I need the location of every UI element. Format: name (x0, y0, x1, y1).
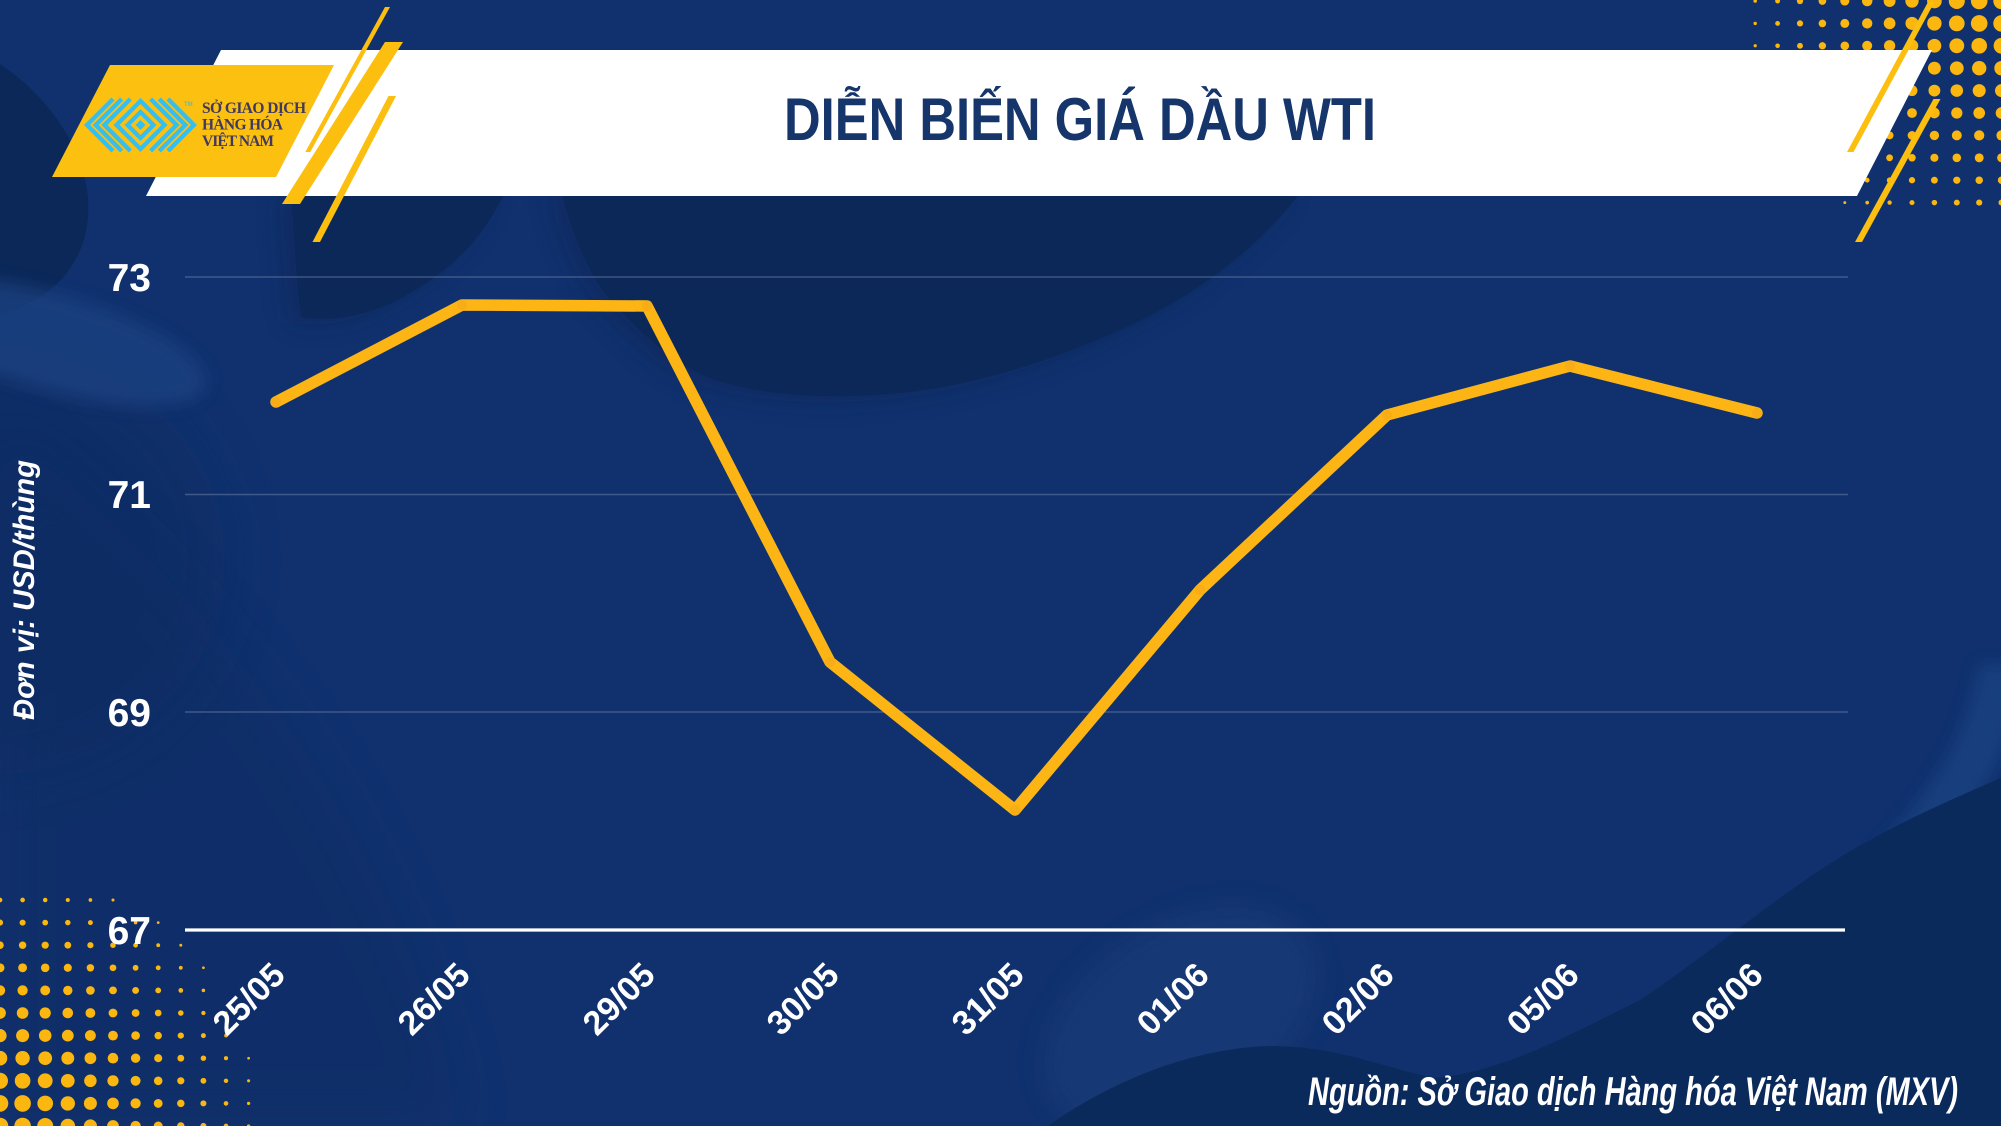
svg-text:Đơn vị: USD/thùng: Đơn vị: USD/thùng (8, 460, 41, 720)
svg-text:Nguồn: Sở Giao dịch Hàng hóa V: Nguồn: Sở Giao dịch Hàng hóa Việt Nam (M… (1308, 1070, 1958, 1114)
svg-text:67: 67 (108, 910, 151, 953)
svg-text:SỞ GIAO DỊCH: SỞ GIAO DỊCH (202, 100, 306, 117)
svg-text:DIỄN BIẾN GIÁ DẦU WTI: DIỄN BIẾN GIÁ DẦU WTI (784, 86, 1376, 153)
svg-text:71: 71 (108, 474, 151, 517)
svg-text:69: 69 (108, 692, 151, 735)
svg-text:HÀNG HÓA: HÀNG HÓA (202, 117, 284, 134)
svg-text:TM: TM (184, 102, 193, 108)
svg-text:VIỆT NAM: VIỆT NAM (202, 133, 274, 150)
svg-text:73: 73 (108, 257, 151, 300)
